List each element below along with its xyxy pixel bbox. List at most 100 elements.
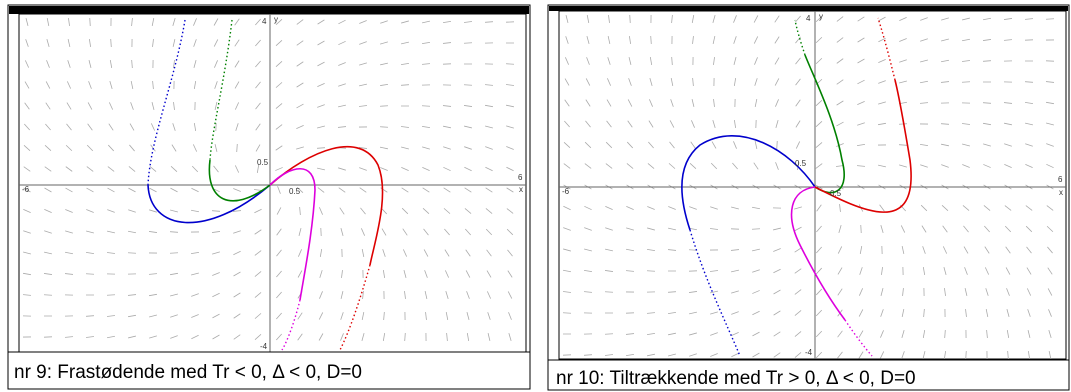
field-arrow — [1004, 122, 1012, 126]
field-arrow — [625, 248, 635, 252]
field-arrow — [130, 102, 134, 110]
axis-label: y — [819, 12, 823, 21]
field-arrow — [380, 146, 388, 150]
field-arrow — [628, 57, 632, 65]
field-arrow — [878, 164, 886, 168]
field-arrow — [857, 122, 865, 126]
field-arrow — [65, 187, 73, 193]
field-arrow — [794, 352, 802, 358]
field-arrow — [254, 292, 262, 298]
field-arrow — [922, 351, 926, 359]
field-arrow — [984, 225, 990, 233]
field-arrow — [940, 59, 950, 63]
field-arrow — [986, 329, 988, 339]
field-arrow — [773, 268, 781, 274]
field-arrow — [361, 228, 365, 236]
field-arrow — [878, 101, 886, 105]
field-arrow — [836, 79, 844, 85]
field-arrow — [255, 18, 261, 26]
field-arrow — [298, 249, 302, 257]
field-arrow — [401, 187, 409, 193]
field-arrow — [1026, 246, 1032, 254]
field-arrow — [667, 291, 677, 293]
field-arrow — [148, 231, 158, 233]
field-arrow — [235, 123, 239, 131]
field-arrow — [463, 105, 473, 107]
field-arrow — [647, 227, 655, 231]
field-arrow — [485, 187, 493, 193]
field-arrow — [338, 83, 346, 87]
field-arrow — [583, 291, 593, 293]
field-arrow — [106, 335, 116, 339]
field-arrow — [731, 269, 739, 273]
field-arrow — [586, 14, 590, 24]
field-arrow — [296, 186, 304, 194]
axis-label: 0.5 — [795, 159, 807, 168]
field-arrow — [856, 165, 866, 167]
field-arrow — [710, 353, 718, 357]
field-arrow — [443, 146, 451, 150]
field-arrow — [191, 165, 199, 173]
field-arrow — [1048, 351, 1052, 359]
field-arrow — [44, 166, 52, 172]
trajectory-magenta — [844, 319, 873, 357]
field-arrow — [752, 310, 760, 316]
field-arrow — [172, 18, 176, 26]
field-arrow — [421, 41, 431, 45]
field-arrow — [422, 187, 430, 193]
field-arrow — [296, 19, 304, 25]
field-arrow — [401, 167, 409, 171]
field-arrow — [46, 17, 50, 27]
field-arrow — [107, 209, 115, 213]
field-arrow — [401, 20, 409, 24]
field-arrow — [562, 269, 572, 273]
field-arrow — [773, 227, 781, 231]
field-arrow — [710, 162, 718, 170]
field-arrow — [170, 209, 178, 213]
field-arrow — [794, 331, 802, 337]
field-arrow — [962, 17, 970, 21]
field-arrow — [944, 287, 946, 297]
field-arrow — [442, 105, 452, 107]
field-arrow — [317, 104, 325, 108]
field-arrow — [879, 204, 885, 212]
field-arrow — [838, 225, 842, 233]
field-arrow — [298, 228, 302, 236]
field-arrow — [815, 288, 823, 296]
field-arrow — [836, 16, 844, 22]
field-arrow — [607, 57, 611, 65]
field-arrow — [464, 187, 472, 193]
field-arrow — [446, 332, 448, 342]
field-arrow — [775, 120, 779, 128]
field-arrow — [712, 15, 716, 23]
axis-label: x — [1059, 188, 1063, 197]
field-arrow — [943, 267, 947, 275]
field-arrow — [815, 36, 823, 44]
field-arrow — [982, 17, 992, 21]
field-arrow — [1045, 101, 1055, 105]
field-arrow — [1004, 164, 1012, 168]
field-arrow — [1003, 102, 1013, 104]
field-arrow — [150, 144, 156, 152]
field-arrow — [878, 16, 886, 22]
field-arrow — [338, 187, 346, 193]
field-arrow — [212, 292, 220, 298]
field-arrow — [773, 248, 781, 252]
field-arrow — [668, 163, 676, 169]
field-arrow — [941, 143, 949, 147]
field-arrow — [940, 81, 950, 83]
field-arrow — [379, 84, 389, 86]
field-arrow — [985, 308, 989, 318]
field-arrow — [563, 205, 571, 211]
field-arrow — [85, 336, 95, 338]
field-arrow — [752, 290, 760, 294]
field-arrow — [648, 141, 654, 149]
axis-label: 0.5 — [257, 158, 269, 167]
field-arrow — [563, 227, 571, 231]
field-arrow — [148, 293, 158, 297]
field-arrow — [359, 62, 367, 66]
field-arrow — [962, 164, 970, 168]
field-arrow — [982, 122, 992, 126]
field-arrow — [424, 291, 428, 299]
field-arrow — [649, 99, 653, 107]
